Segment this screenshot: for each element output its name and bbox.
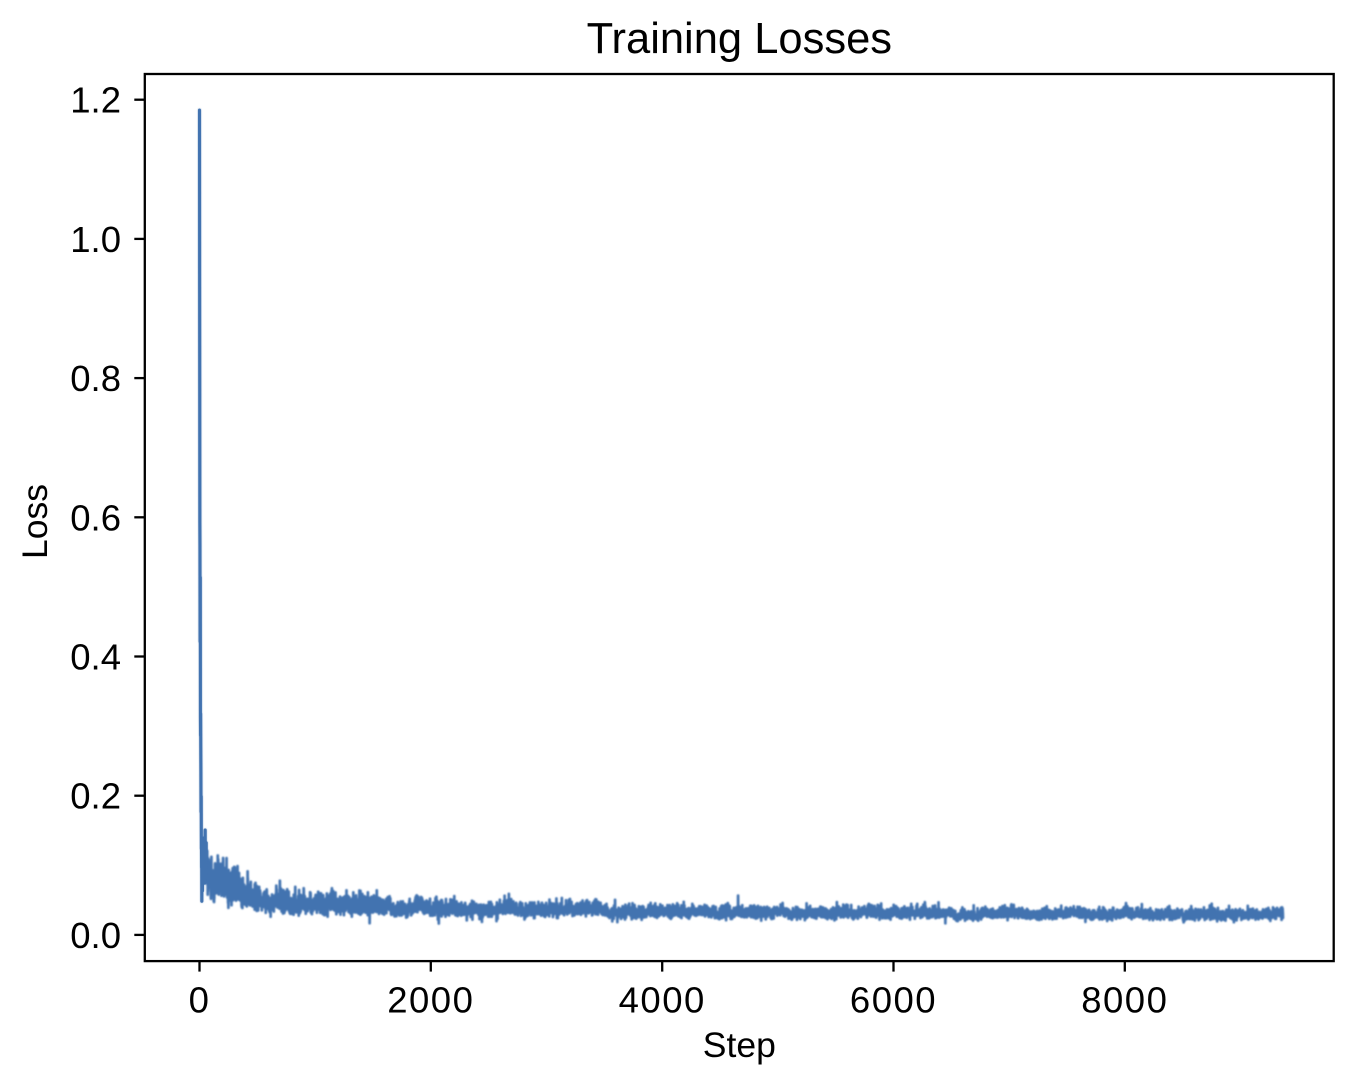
svg-text:0.2: 0.2: [70, 776, 121, 817]
svg-text:4000: 4000: [619, 979, 706, 1020]
svg-text:0.6: 0.6: [70, 497, 121, 538]
svg-text:2000: 2000: [387, 979, 474, 1020]
svg-text:6000: 6000: [850, 979, 937, 1020]
svg-text:0: 0: [189, 979, 211, 1020]
svg-text:Step: Step: [703, 1025, 776, 1065]
svg-text:0.4: 0.4: [70, 637, 121, 678]
svg-text:8000: 8000: [1081, 979, 1168, 1020]
svg-text:1.2: 1.2: [70, 80, 121, 121]
svg-text:0.0: 0.0: [70, 915, 121, 956]
svg-text:1.0: 1.0: [70, 219, 121, 260]
svg-text:0.8: 0.8: [70, 358, 121, 399]
svg-text:Training Losses: Training Losses: [587, 15, 892, 63]
svg-text:Loss: Loss: [15, 484, 55, 559]
